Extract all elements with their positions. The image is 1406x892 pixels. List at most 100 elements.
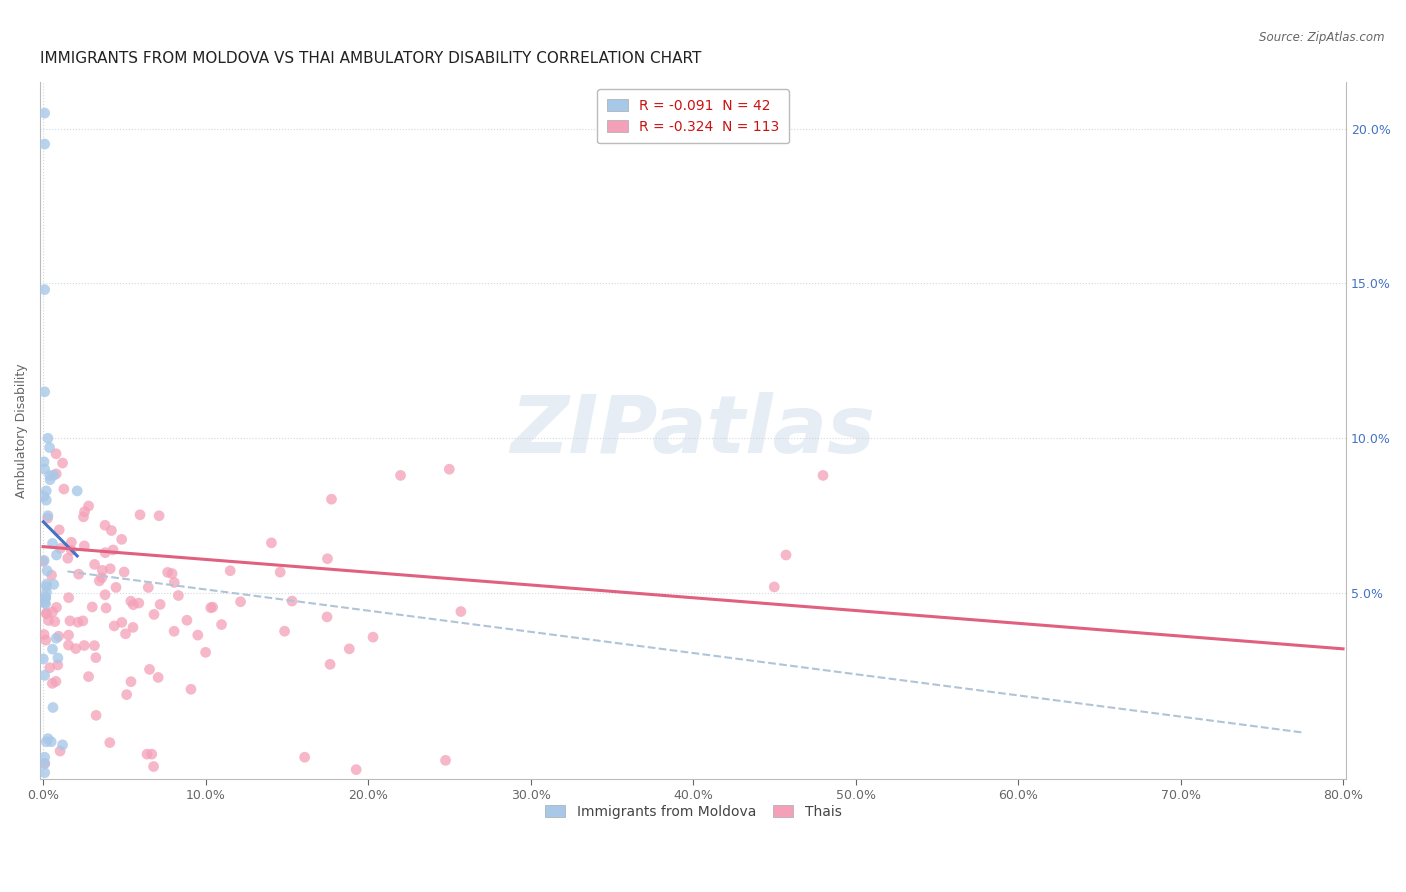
Point [34, 750, 56, 764]
Point [39, 735, 62, 749]
Point [114, 626, 136, 640]
Point [37, 511, 59, 525]
Point [51, 738, 73, 752]
Point [34, 668, 56, 682]
Point [38, 468, 60, 483]
Point [83, 639, 105, 653]
Point [775, 548, 797, 562]
Point [148, 670, 170, 684]
Point [229, 595, 252, 609]
Point [72, 614, 94, 628]
Point [72, 509, 94, 524]
Point [35, 493, 58, 508]
Point [98, 562, 121, 576]
Legend: Immigrants from Moldova, Thais: Immigrants from Moldova, Thais [538, 799, 846, 824]
Point [59, 614, 82, 628]
Point [316, 551, 339, 566]
Point [439, 462, 461, 476]
Point [48, 523, 70, 537]
Point [163, 624, 186, 639]
Point [32, 554, 55, 568]
Point [42, 468, 65, 483]
Point [73, 505, 96, 519]
Point [41, 536, 63, 550]
Point [37, 508, 59, 523]
Point [35, 606, 58, 620]
Point [51, 456, 73, 470]
Point [180, 682, 202, 697]
Point [434, 753, 457, 767]
Point [34, 462, 56, 476]
Point [41, 642, 63, 657]
Point [82, 599, 104, 614]
Point [34, 591, 56, 605]
Point [45, 674, 67, 689]
Point [163, 575, 186, 590]
Point [211, 617, 233, 632]
Point [42, 577, 65, 591]
Point [32, 652, 55, 666]
Point [34, 756, 56, 771]
Point [167, 589, 190, 603]
Point [269, 565, 291, 579]
Point [37, 614, 59, 628]
Point [111, 533, 134, 547]
Point [73, 639, 96, 653]
Point [101, 543, 124, 558]
Point [194, 645, 217, 659]
Point [122, 620, 145, 634]
Point [44, 615, 66, 629]
Point [41, 605, 63, 619]
Point [94, 518, 117, 533]
Point [73, 539, 96, 553]
Point [100, 524, 122, 538]
Point [337, 641, 360, 656]
Point [120, 594, 142, 608]
Point [45, 548, 67, 562]
Point [34, 591, 56, 606]
Point [58, 638, 80, 652]
Point [94, 546, 117, 560]
Point [115, 688, 138, 702]
Point [46, 651, 69, 665]
Point [52, 482, 75, 496]
Point [42, 700, 65, 714]
Point [122, 598, 145, 612]
Point [94, 588, 117, 602]
Point [77, 670, 100, 684]
Point [48, 629, 70, 643]
Point [129, 508, 152, 522]
Point [67, 567, 90, 582]
Point [35, 735, 58, 749]
Point [112, 565, 135, 579]
Text: ZIPatlas: ZIPatlas [510, 392, 876, 469]
Point [35, 483, 58, 498]
Point [450, 605, 472, 619]
Point [763, 580, 786, 594]
Point [37, 431, 59, 445]
Point [103, 619, 125, 633]
Point [35, 633, 58, 648]
Point [56, 551, 79, 566]
Text: Source: ZipAtlas.com: Source: ZipAtlas.com [1260, 31, 1385, 45]
Point [32, 553, 55, 567]
Point [49, 744, 72, 758]
Point [156, 566, 179, 580]
Point [201, 600, 224, 615]
Point [281, 594, 304, 608]
Point [45, 467, 67, 481]
Point [187, 628, 209, 642]
Point [111, 615, 134, 630]
Point [38, 661, 60, 675]
Point [45, 600, 67, 615]
Point [34, 137, 56, 152]
Y-axis label: Ambulatory Disability: Ambulatory Disability [15, 363, 28, 498]
Point [138, 662, 160, 676]
Point [98, 736, 121, 750]
Point [66, 615, 89, 630]
Point [200, 600, 222, 615]
Point [149, 598, 172, 612]
Point [34, 384, 56, 399]
Point [58, 591, 80, 605]
Point [273, 624, 295, 639]
